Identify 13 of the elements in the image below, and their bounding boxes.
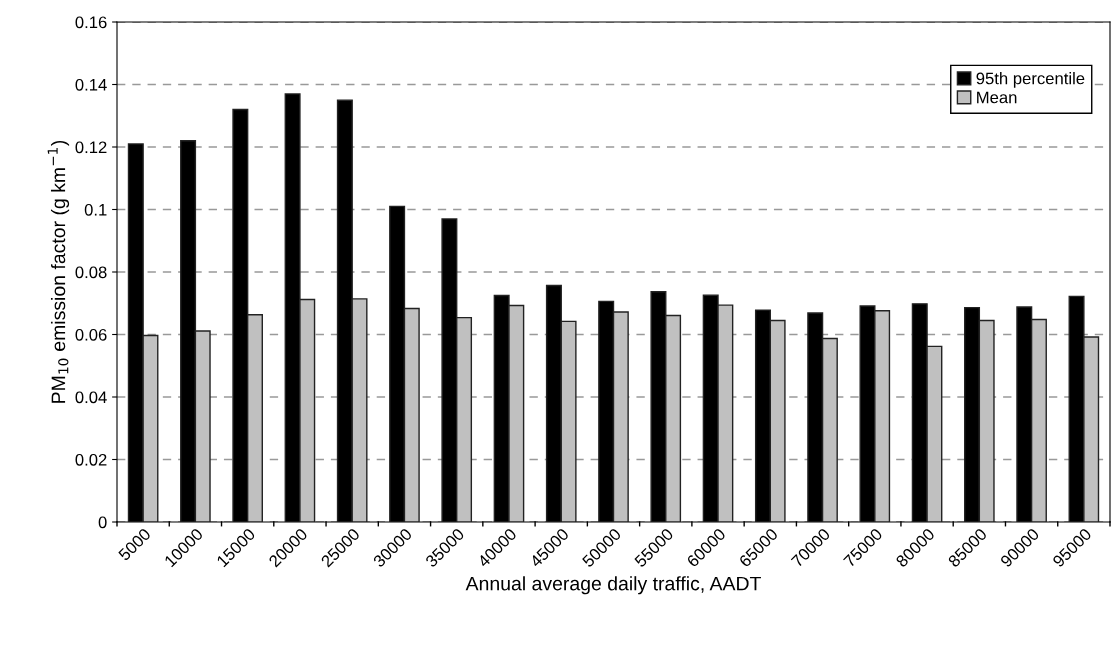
y-tick-label: 0.02 [75, 453, 107, 466]
y-tick-label: 0.14 [75, 78, 107, 91]
y-tick-label: 0.12 [75, 141, 107, 154]
y-tick-label: 0.06 [75, 328, 107, 341]
x-axis-title: Annual average daily traffic, AADT [465, 576, 761, 595]
y-tick-label: 0.04 [75, 391, 107, 404]
legend-label: 95th percentile [976, 72, 1085, 88]
y-tick-label: 0.08 [75, 266, 107, 279]
legend-label: Mean [977, 91, 1017, 104]
y-axis-title: PM$_{10}$ emission factor (g km$^{−1}$) [47, 140, 70, 403]
y-tick-label: 0 [98, 516, 107, 529]
y-tick-label: 0.1 [84, 203, 107, 216]
y-tick-label: 0.16 [75, 16, 107, 29]
